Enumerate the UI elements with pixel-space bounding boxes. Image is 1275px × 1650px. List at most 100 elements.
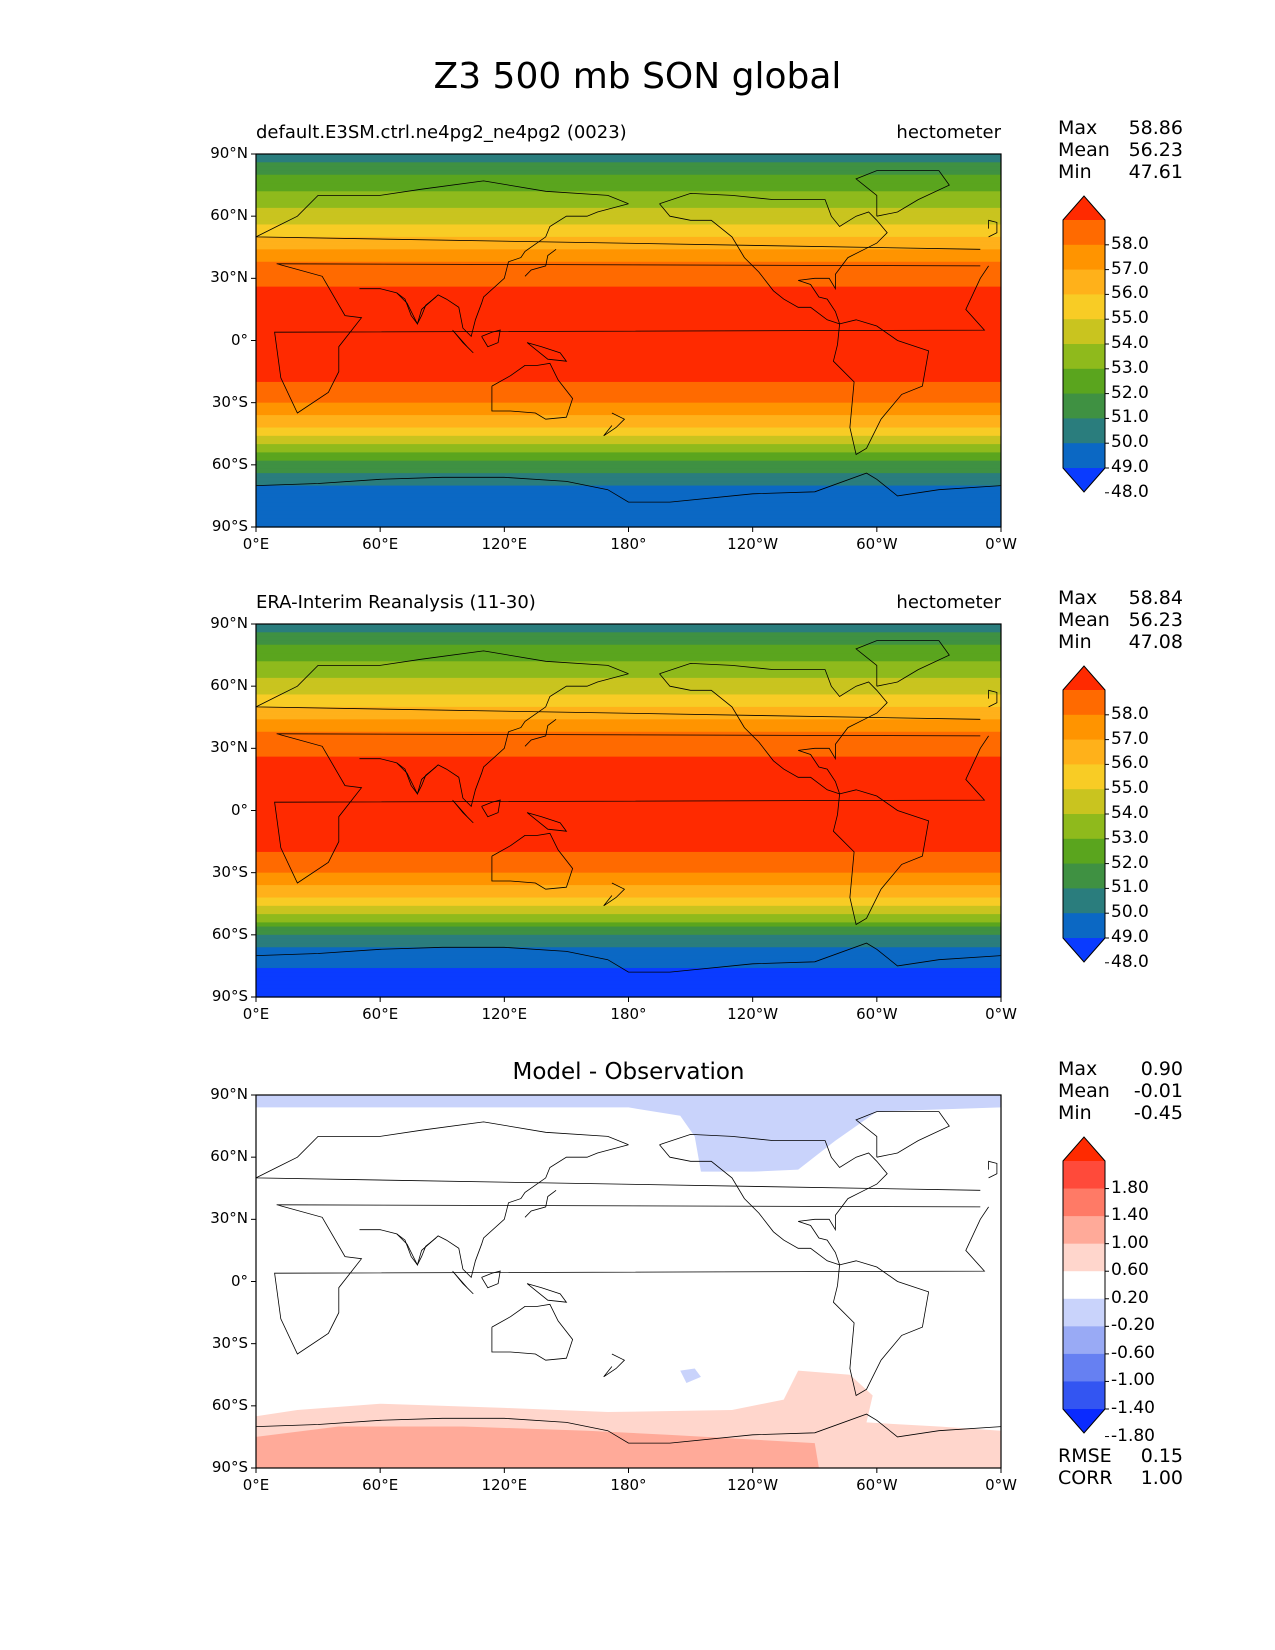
contour-band (256, 851, 1001, 857)
contour-band (256, 769, 1001, 774)
y-tick-label: 30°S (211, 1333, 248, 1352)
contour-band (256, 988, 1001, 994)
contour-band (256, 415, 1001, 420)
x-tick-label: 180° (610, 1005, 647, 1023)
negative-anomaly-region (680, 1368, 701, 1384)
colorbar-segment (1063, 690, 1105, 716)
contour-band (256, 914, 1001, 919)
contour-band (256, 456, 1001, 462)
contour-band (256, 938, 1001, 944)
contour-band (256, 764, 1001, 770)
coastline (603, 412, 626, 437)
colorbar-extend-max (1063, 666, 1105, 690)
coastline (481, 329, 501, 348)
coastline (274, 733, 989, 884)
colorbar-segment (1063, 1353, 1105, 1382)
y-tick-label: 90°S (211, 517, 248, 535)
contour-band (256, 702, 1001, 708)
x-tick-label: 60°E (362, 1005, 399, 1023)
contour-band (256, 731, 1001, 737)
colorbar-label: 53.0 (1111, 827, 1149, 848)
contour-band (256, 984, 1001, 990)
stat-label: Mean (1058, 609, 1110, 631)
contour-band (256, 636, 1001, 642)
colorbar-segment (1063, 714, 1105, 741)
contour-band (256, 510, 1001, 516)
stat-row: Max 58.84 (1058, 587, 1183, 609)
coastline (832, 1260, 930, 1397)
colorbar-segment (1063, 319, 1105, 345)
contour-band (256, 435, 1001, 441)
coastline (491, 362, 574, 420)
x-tick-label: 120°W (727, 1005, 779, 1023)
panel-left-title: default.E3SM.ctrl.ne4pg2_ne4pg2 (0023) (256, 122, 627, 143)
contour-band (256, 773, 1001, 778)
x-tick-label: 120°W (727, 1476, 779, 1494)
colorbar-label: 48.0 (1111, 951, 1149, 972)
colorbar-segment (1063, 368, 1105, 395)
coastline (855, 1111, 950, 1158)
contour-band (256, 352, 1001, 358)
contour-band (256, 332, 1001, 337)
contour-band (256, 930, 1001, 936)
contour-band (256, 319, 1001, 325)
colorbar-segment (1063, 888, 1105, 914)
panel-center-title: Model - Observation (512, 1059, 745, 1085)
contour-band (256, 880, 1001, 886)
colorbar-segment (1063, 1243, 1105, 1272)
contour-band (256, 777, 1001, 783)
stat-label: Min (1058, 1102, 1092, 1124)
contour-band (256, 348, 1001, 354)
contour-band (256, 885, 1001, 890)
contour-band (256, 694, 1001, 700)
contour-band (256, 381, 1001, 387)
colorbar-label: 48.0 (1111, 481, 1149, 502)
contour-band (256, 427, 1001, 433)
colorbar-label: 55.0 (1111, 778, 1149, 799)
stat-label: RMSE (1058, 1445, 1112, 1467)
contour-band (256, 806, 1001, 812)
contour-band (256, 860, 1001, 865)
x-tick-label: 60°W (856, 535, 898, 553)
map-plot-area (255, 1094, 1002, 1469)
contour-band (256, 460, 1001, 466)
x-tick-label: 120°E (481, 1005, 528, 1023)
colorbar-segment (1063, 789, 1105, 815)
contour-band (256, 464, 1001, 470)
coastline (603, 882, 626, 907)
y-tick-label: 90°N (210, 1085, 248, 1103)
coastline (832, 789, 930, 926)
stat-row: Mean -0.01 (1058, 1080, 1183, 1102)
colorbar-segment (1063, 344, 1105, 370)
stat-label: Max (1058, 587, 1098, 609)
contour-band (256, 624, 1001, 629)
coastline (481, 799, 501, 818)
contour-band (256, 909, 1001, 915)
contour-band (256, 410, 1001, 416)
colorbar-segment (1063, 739, 1105, 765)
contour-band (256, 402, 1001, 408)
stat-value: 56.23 (1128, 139, 1183, 161)
x-tick-label: 180° (610, 1476, 647, 1494)
coastline (524, 1189, 557, 1218)
contour-band (256, 174, 1001, 180)
contour-band (256, 843, 1001, 849)
colorbar-segment (1063, 244, 1105, 271)
negative-anomaly-region (256, 1095, 1001, 1172)
contour-band (256, 270, 1001, 275)
contour-band (256, 423, 1001, 429)
contour-band (256, 245, 1001, 250)
colorbar-segment (1063, 443, 1105, 469)
stat-value: 47.08 (1128, 631, 1183, 653)
contour-band (256, 336, 1001, 342)
contour-band (256, 835, 1001, 841)
contour-band (256, 798, 1001, 803)
stat-value: 58.84 (1128, 587, 1183, 609)
contour-band (256, 390, 1001, 395)
coastline (481, 1270, 501, 1289)
contour-band (256, 677, 1001, 683)
y-tick-label: 60°S (211, 1395, 248, 1414)
metrics-box: RMSE 0.15 CORR 1.00 (1058, 1445, 1183, 1489)
contour-band (256, 947, 1001, 953)
contour-band (256, 839, 1001, 845)
